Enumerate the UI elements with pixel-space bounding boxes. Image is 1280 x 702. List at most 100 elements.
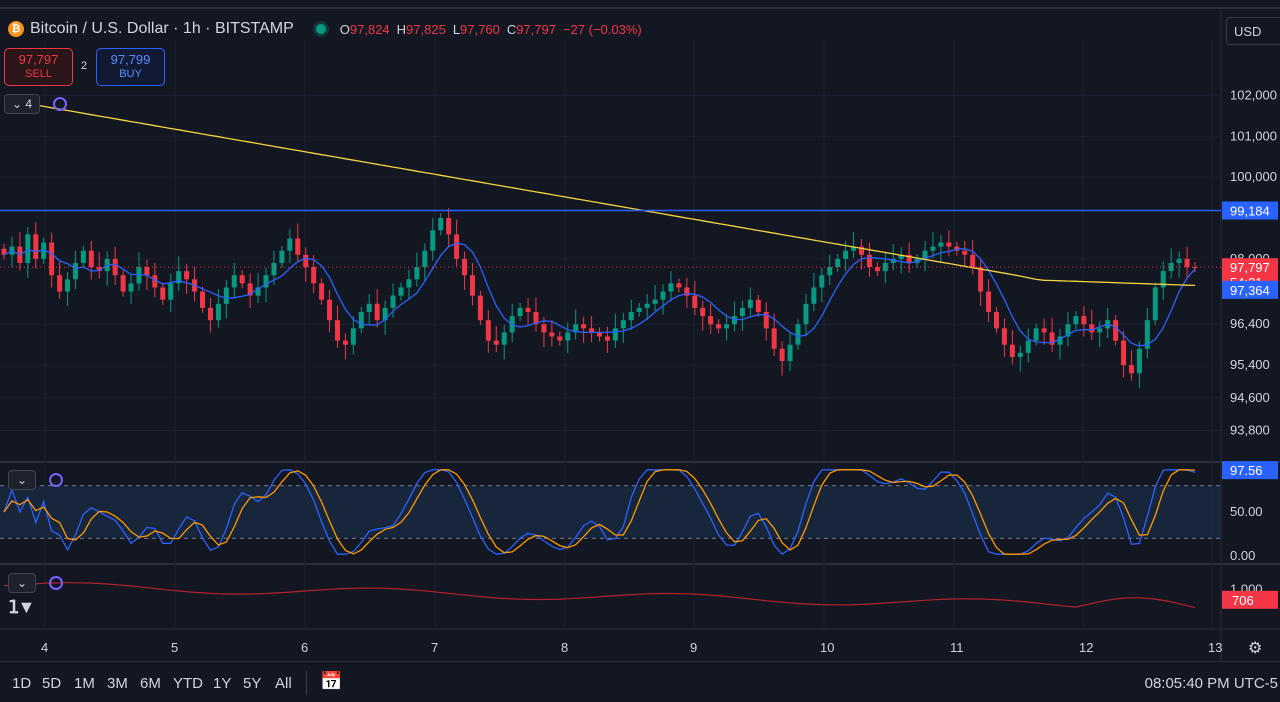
indicators-toggle[interactable]: ⌄ 4 bbox=[4, 94, 40, 114]
candle-body bbox=[525, 307, 531, 312]
candle-body bbox=[334, 320, 340, 341]
candle-body bbox=[890, 258, 896, 263]
range-5d[interactable]: 5D bbox=[42, 675, 62, 692]
candle-body bbox=[866, 254, 872, 268]
candle-body bbox=[25, 234, 31, 263]
buy-button[interactable]: 97,799 BUY bbox=[96, 48, 165, 86]
settings-gear-icon[interactable]: ⚙ bbox=[1248, 640, 1263, 657]
range-all[interactable]: All bbox=[275, 675, 292, 692]
symbol-title[interactable]: Bitcoin / U.S. Dollar · 1h · BITSTAMP bbox=[30, 20, 294, 37]
price-tick-label: 93,800 bbox=[1230, 422, 1270, 437]
candle-body bbox=[922, 250, 928, 259]
candle-body bbox=[962, 250, 968, 255]
candle-body bbox=[986, 291, 992, 312]
candle-body bbox=[239, 275, 245, 284]
stoch-badge[interactable] bbox=[49, 473, 63, 487]
tradingview-logo-icon[interactable]: 𝟣▼ bbox=[8, 597, 35, 617]
candle-body bbox=[755, 299, 761, 312]
candle-body bbox=[676, 283, 682, 288]
candle-body bbox=[1081, 316, 1087, 325]
candle-body bbox=[612, 328, 618, 341]
candle-body bbox=[835, 258, 841, 268]
volume-value-tag: 706 bbox=[1232, 593, 1254, 608]
candle-body bbox=[517, 307, 523, 317]
candle-body bbox=[501, 332, 507, 345]
candle-body bbox=[136, 267, 142, 284]
range-1m[interactable]: 1M bbox=[74, 675, 95, 692]
time-axis-label: 13 bbox=[1208, 640, 1222, 655]
range-1y[interactable]: 1Y bbox=[213, 675, 232, 692]
candle-body bbox=[859, 246, 865, 255]
sell-button[interactable]: 97,797 SELL bbox=[4, 48, 73, 86]
candle-body bbox=[57, 275, 63, 292]
stoch-pane-toggle[interactable]: ⌄ bbox=[8, 470, 36, 490]
stoch-tick-label: 50.00 bbox=[1230, 504, 1263, 519]
range-6m[interactable]: 6M bbox=[140, 675, 161, 692]
currency-select[interactable]: USD bbox=[1226, 17, 1280, 45]
volume-pane-toggle[interactable]: ⌄ bbox=[8, 573, 36, 593]
candle-body bbox=[398, 287, 404, 296]
ma-price-tag: 97,364 bbox=[1230, 283, 1270, 298]
ma-price-tag-bg bbox=[1222, 280, 1278, 299]
candle-body bbox=[430, 230, 436, 251]
calendar-range-icon[interactable]: 📅 bbox=[320, 671, 343, 691]
indicator-badge[interactable] bbox=[53, 97, 67, 111]
candle-body bbox=[485, 320, 491, 341]
volume-badge[interactable] bbox=[49, 576, 63, 590]
candle-body bbox=[819, 275, 825, 288]
chevron-down-icon: ⌄ bbox=[11, 97, 26, 111]
spread-value: 2 bbox=[81, 60, 88, 72]
volume-value-tag-bg bbox=[1222, 590, 1278, 609]
candle-body bbox=[469, 275, 475, 296]
stoch-k-line bbox=[3, 469, 1196, 556]
candle-body bbox=[708, 316, 714, 325]
range-ytd[interactable]: YTD bbox=[173, 675, 203, 692]
time-axis-label: 5 bbox=[171, 640, 178, 655]
candle-body bbox=[1065, 324, 1071, 337]
candle-body bbox=[1089, 324, 1095, 333]
candle-body bbox=[1049, 332, 1055, 345]
candle-body bbox=[215, 303, 221, 321]
candle-body bbox=[930, 246, 936, 251]
clock[interactable]: 08:05:40 PM UTC-5 bbox=[1144, 675, 1278, 692]
range-3m[interactable]: 3M bbox=[107, 675, 128, 692]
ohlc-change: −27 (−0.03%) bbox=[562, 21, 642, 37]
candle-body bbox=[604, 336, 610, 341]
bitcoin-icon: ₿ bbox=[8, 21, 24, 37]
candle-body bbox=[803, 303, 809, 325]
candle-body bbox=[287, 238, 293, 251]
market-open-dot bbox=[315, 24, 326, 34]
candle-body bbox=[628, 311, 634, 321]
candle-body bbox=[1184, 258, 1190, 268]
candle-body bbox=[1017, 352, 1023, 357]
candle-body bbox=[414, 267, 420, 280]
candle-body bbox=[597, 332, 602, 337]
stoch-band bbox=[0, 485, 1221, 539]
hline-price-tag-bg bbox=[1222, 201, 1278, 220]
candle-body bbox=[549, 332, 555, 337]
candle-body bbox=[700, 307, 706, 317]
sell-label: SELL bbox=[25, 68, 52, 80]
chevron-down-icon: ⌄ bbox=[16, 473, 28, 487]
candle-body bbox=[176, 271, 182, 284]
candle-body bbox=[541, 324, 547, 333]
candle-body bbox=[843, 250, 849, 259]
candle-body bbox=[49, 242, 55, 276]
candle-body bbox=[1025, 340, 1031, 353]
candle-body bbox=[1168, 262, 1174, 272]
candle-body bbox=[128, 283, 134, 292]
candle-body bbox=[684, 287, 690, 296]
candle-body bbox=[144, 267, 150, 276]
candle-body bbox=[446, 218, 452, 235]
candle-body bbox=[382, 307, 388, 321]
candle-body bbox=[1033, 328, 1039, 341]
candle-body bbox=[96, 267, 102, 272]
ohlc-close: C97,797 bbox=[506, 21, 556, 37]
range-5y[interactable]: 5Y bbox=[243, 675, 262, 692]
candle-body bbox=[1160, 271, 1166, 288]
symbol-legend: ₿ Bitcoin / U.S. Dollar · 1h · BITSTAMP … bbox=[8, 20, 642, 38]
range-1d[interactable]: 1D bbox=[12, 675, 32, 692]
candle-body bbox=[795, 324, 801, 345]
